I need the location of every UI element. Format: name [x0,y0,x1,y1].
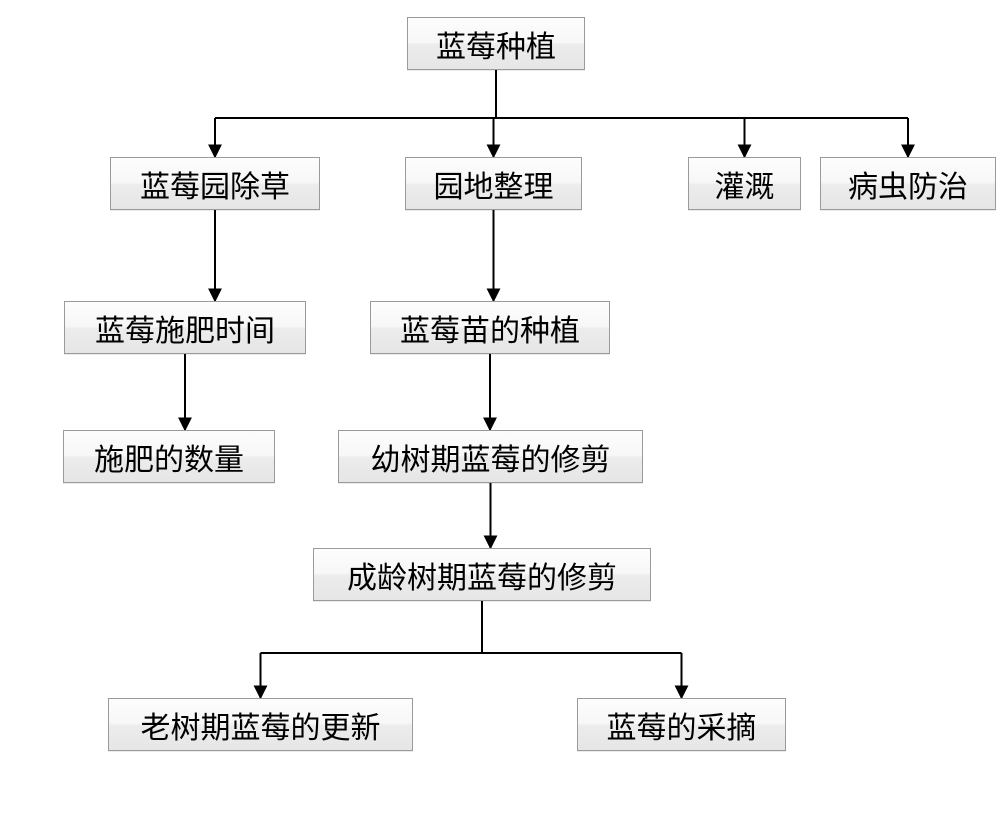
node-field: 园地整理 [405,157,582,210]
node-label: 蓝莓的采摘 [607,703,757,747]
flowchart-canvas: 蓝莓种植蓝莓园除草 园地整理 灌溉 病虫防治蓝莓施肥时间 蓝莓苗的种植施肥的数量 幼树期蓝… [0,0,1000,814]
node-label: 病虫防治 [848,162,968,206]
node-label: 园地整理 [434,162,554,206]
node-label: 幼树期蓝莓的修剪 [371,435,611,479]
node-irrig: 灌溉 [688,157,801,210]
node-label: 施肥的数量 [94,435,244,479]
node-seedling: 蓝莓苗的种植 [370,301,610,354]
edges-layer [0,0,1000,814]
node-pest: 病虫防治 [820,157,996,210]
node-root: 蓝莓种植 [407,17,585,70]
node-ferttime: 蓝莓施肥时间 [64,301,306,354]
node-label: 蓝莓园除草 [140,162,290,206]
node-young: 幼树期蓝莓的修剪 [338,430,643,483]
node-label: 成龄树期蓝莓的修剪 [347,553,617,597]
node-label: 蓝莓种植 [436,22,556,66]
node-fertqty: 施肥的数量 [63,430,275,483]
node-harvest: 蓝莓的采摘 [577,698,786,751]
node-label: 灌溉 [715,162,775,206]
node-old: 老树期蓝莓的更新 [108,698,413,751]
node-label: 老树期蓝莓的更新 [141,703,381,747]
node-label: 蓝莓施肥时间 [95,306,275,350]
node-label: 蓝莓苗的种植 [400,306,580,350]
node-mature: 成龄树期蓝莓的修剪 [313,548,651,601]
node-weed: 蓝莓园除草 [110,157,320,210]
